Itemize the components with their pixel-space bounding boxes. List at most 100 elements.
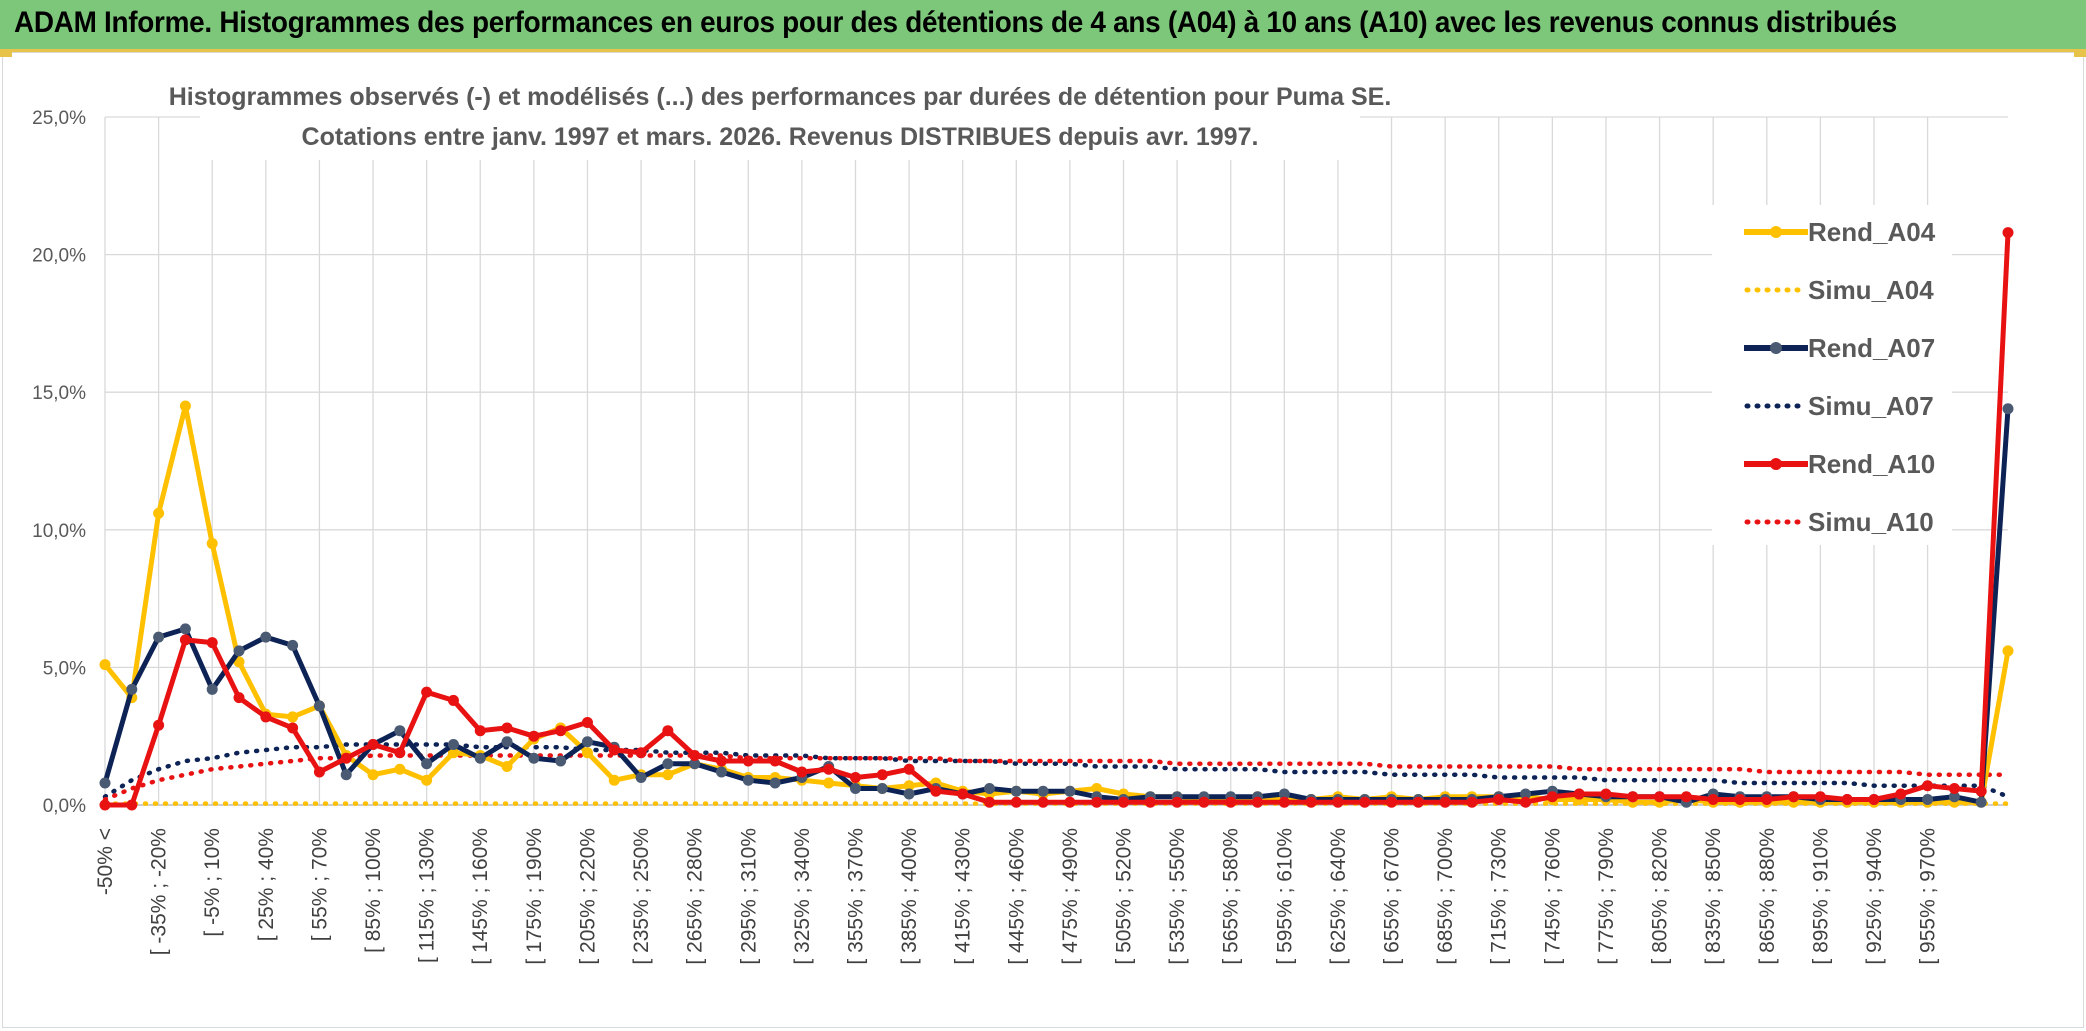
x-tick-label: [ 835% ; 850% (1702, 828, 1725, 965)
data-point-rend-a07 (769, 777, 781, 789)
data-point-rend-a10 (662, 725, 674, 737)
x-tick-label: [ 535% ; 550% (1166, 828, 1189, 965)
x-tick-label: [ 295% ; 310% (737, 828, 760, 965)
data-point-rend-a10 (930, 785, 942, 797)
data-point-rend-a10 (313, 766, 325, 778)
data-point-rend-a10 (1895, 788, 1907, 800)
data-point-rend-a10 (394, 747, 406, 759)
data-point-rend-a04 (394, 763, 406, 775)
data-point-rend-a07 (260, 631, 272, 643)
legend-label-simu-a10: Simu_A10 (1808, 507, 1934, 537)
data-point-rend-a10 (1332, 796, 1344, 808)
data-point-rend-a10 (876, 769, 888, 781)
data-point-rend-a07 (421, 758, 433, 770)
data-point-rend-a10 (1761, 793, 1773, 805)
data-point-rend-a10 (1171, 796, 1183, 808)
x-tick-label: [ 325% ; 340% (791, 828, 814, 965)
data-point-rend-a07 (689, 758, 701, 770)
data-point-rend-a10 (796, 766, 808, 778)
header-banner: ADAM Informe. Histogrammes des performan… (0, 0, 2086, 52)
data-point-rend-a04 (581, 747, 593, 759)
data-point-rend-a10 (1922, 780, 1934, 792)
data-point-rend-a10 (742, 755, 754, 767)
data-point-rend-a10 (126, 799, 138, 811)
y-axis: 0,0% 5,0% 10,0% 15,0% 20,0% 25,0% (32, 108, 86, 817)
data-point-rend-a10 (555, 725, 567, 737)
y-tick-label: 10,0% (32, 521, 86, 542)
data-point-rend-a07 (394, 725, 406, 737)
data-point-rend-a10 (260, 711, 272, 723)
data-point-rend-a07 (1010, 785, 1022, 797)
x-tick-label: [ 475% ; 490% (1059, 828, 1082, 965)
data-point-rend-a10 (1680, 791, 1692, 803)
legend-label-rend-a07: Rend_A07 (1808, 333, 1935, 363)
data-point-rend-a10 (1814, 791, 1826, 803)
data-point-rend-a10 (957, 788, 969, 800)
data-point-rend-a07 (1975, 796, 1987, 808)
data-point-rend-a07 (179, 623, 191, 635)
data-point-rend-a10 (689, 749, 701, 761)
data-point-rend-a07 (983, 782, 995, 794)
x-tick-label: [ 955% ; 970% (1917, 828, 1940, 965)
data-point-rend-a10 (769, 755, 781, 767)
data-point-rend-a07 (1064, 785, 1076, 797)
data-point-rend-a10 (287, 722, 299, 734)
corner-accent-right (2074, 52, 2086, 57)
data-point-rend-a10 (528, 730, 540, 742)
legend-label-rend-a10: Rend_A10 (1808, 449, 1935, 479)
data-point-rend-a10 (1734, 793, 1746, 805)
x-tick-label: [ 505% ; 520% (1113, 828, 1136, 965)
data-point-rend-a07 (153, 631, 165, 643)
data-point-rend-a07 (662, 758, 674, 770)
data-point-rend-a04 (153, 507, 165, 519)
data-point-rend-a10 (1118, 796, 1130, 808)
data-point-rend-a07 (447, 738, 459, 750)
y-tick-label: 20,0% (32, 246, 86, 267)
legend: Rend_A04 Simu_A04 Rend_A07 Simu_A07 Rend_A10… (1712, 205, 1952, 545)
x-tick-label: [ 235% ; 250% (630, 828, 653, 965)
data-point-rend-a04 (421, 774, 433, 786)
data-point-rend-a07 (1520, 788, 1532, 800)
data-point-rend-a07 (581, 736, 593, 748)
corner-accent-left (0, 52, 12, 57)
data-point-rend-a10 (206, 637, 218, 649)
data-point-rend-a04 (179, 400, 191, 412)
data-point-rend-a10 (1225, 796, 1237, 808)
data-point-rend-a10 (1788, 791, 1800, 803)
x-tick-label: [ 745% ; 760% (1541, 828, 1564, 965)
x-tick-label: [ 145% ; 160% (469, 828, 492, 965)
x-tick-label: [ 355% ; 370% (844, 828, 867, 965)
data-point-rend-a10 (983, 796, 995, 808)
y-tick-label: 25,0% (32, 108, 86, 129)
data-point-rend-a10 (447, 694, 459, 706)
chart-frame (2, 52, 2084, 1028)
data-point-rend-a04 (287, 711, 299, 723)
data-point-rend-a04 (903, 780, 915, 792)
x-tick-label: [ 805% ; 820% (1649, 828, 1672, 965)
data-point-rend-a04 (206, 538, 218, 550)
data-point-rend-a10 (1466, 796, 1478, 808)
legend-background (1712, 205, 1952, 545)
data-point-rend-a10 (2002, 227, 2014, 239)
data-point-rend-a10 (608, 744, 620, 756)
data-point-rend-a10 (635, 747, 647, 759)
data-point-rend-a07 (849, 782, 861, 794)
chart-title-background (200, 78, 1360, 160)
x-tick-label: [ 775% ; 790% (1595, 828, 1618, 965)
data-point-rend-a10 (501, 722, 513, 734)
data-point-rend-a07 (206, 683, 218, 695)
data-point-rend-a07 (313, 700, 325, 712)
data-point-rend-a10 (581, 716, 593, 728)
data-point-rend-a10 (1948, 782, 1960, 794)
chart-title-line2: Cotations entre janv. 1997 et mars. 2026… (302, 123, 1259, 151)
data-point-rend-a04 (2002, 645, 2014, 657)
data-point-rend-a10 (1037, 796, 1049, 808)
data-point-rend-a07 (1037, 785, 1049, 797)
y-tick-label: 15,0% (32, 383, 86, 404)
data-point-rend-a10 (1654, 791, 1666, 803)
data-point-rend-a07 (1922, 793, 1934, 805)
x-tick-label: [ 865% ; 880% (1756, 828, 1779, 965)
x-tick-label: [ 895% ; 910% (1809, 828, 1832, 965)
chart-title-line1: Histogrammes observés (-) et modélisés (… (169, 83, 1392, 111)
